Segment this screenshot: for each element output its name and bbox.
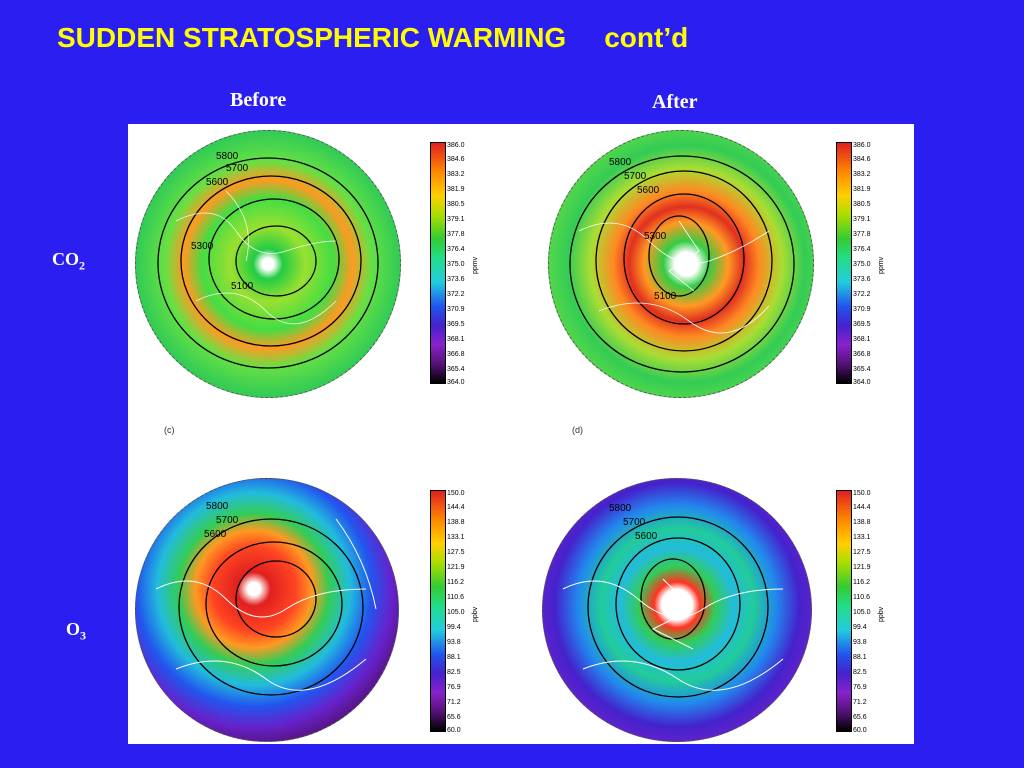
co2-before-map: 5800 5700 5600 5300 5100: [135, 130, 401, 398]
contour-label: 5700: [226, 163, 249, 174]
contour-label: 5300: [191, 241, 214, 252]
o3-before-map: 5800 5700 5600: [135, 478, 399, 742]
contour-label: 5700: [623, 517, 646, 528]
o3-before-colorbar: [430, 490, 446, 732]
slide-title: SUDDEN STRATOSPHERIC WARMING cont’d: [57, 22, 688, 54]
co2-row-label: CO2: [52, 249, 85, 273]
contour-label: 5100: [231, 281, 254, 292]
o3-before-unit: ppbv: [472, 606, 479, 622]
figure-panel: 5800 5700 5600 5300 5100 386.0 384.6 383…: [128, 124, 914, 744]
title-suffix: cont’d: [604, 22, 689, 53]
co2-before-colorbar: [430, 142, 446, 384]
contour-label: 5700: [624, 171, 647, 182]
contour-label: 5600: [637, 185, 660, 196]
co2-before-unit: ppmv: [472, 256, 479, 274]
contour-label: 5600: [204, 529, 227, 540]
contour-label: 5600: [635, 531, 658, 542]
before-label: Before: [230, 89, 287, 111]
contour-label: 5700: [216, 515, 239, 526]
contour-label: 5800: [206, 501, 229, 512]
co2-after-map: 5800 5700 5600 5300 5100: [548, 130, 814, 398]
o3-row-label: O3: [66, 619, 87, 643]
title-main: SUDDEN STRATOSPHERIC WARMING: [57, 22, 567, 53]
contour-label: 5800: [609, 503, 632, 514]
contour-label: 5800: [216, 151, 239, 162]
co2-after-contours: [569, 155, 795, 373]
contour-label: 5100: [654, 291, 677, 302]
o3-after-map: 5800 5700 5600: [542, 478, 812, 742]
contour-label: 5600: [206, 177, 229, 188]
co2-before-contours: [157, 157, 379, 369]
o3-after-contours: [562, 516, 784, 698]
co2-after-colorbar: [836, 142, 852, 384]
o3-after-colorbar: [836, 490, 852, 732]
co2-after-unit: ppmv: [878, 256, 885, 274]
panel-tag-c: (c): [164, 425, 175, 435]
o3-after-unit: ppbv: [878, 606, 885, 622]
o3-before-contours: [155, 518, 377, 696]
after-label: After: [652, 91, 698, 113]
panel-tag-d: (d): [572, 425, 583, 435]
contour-label: 5800: [609, 157, 632, 168]
contour-label: 5300: [644, 231, 667, 242]
